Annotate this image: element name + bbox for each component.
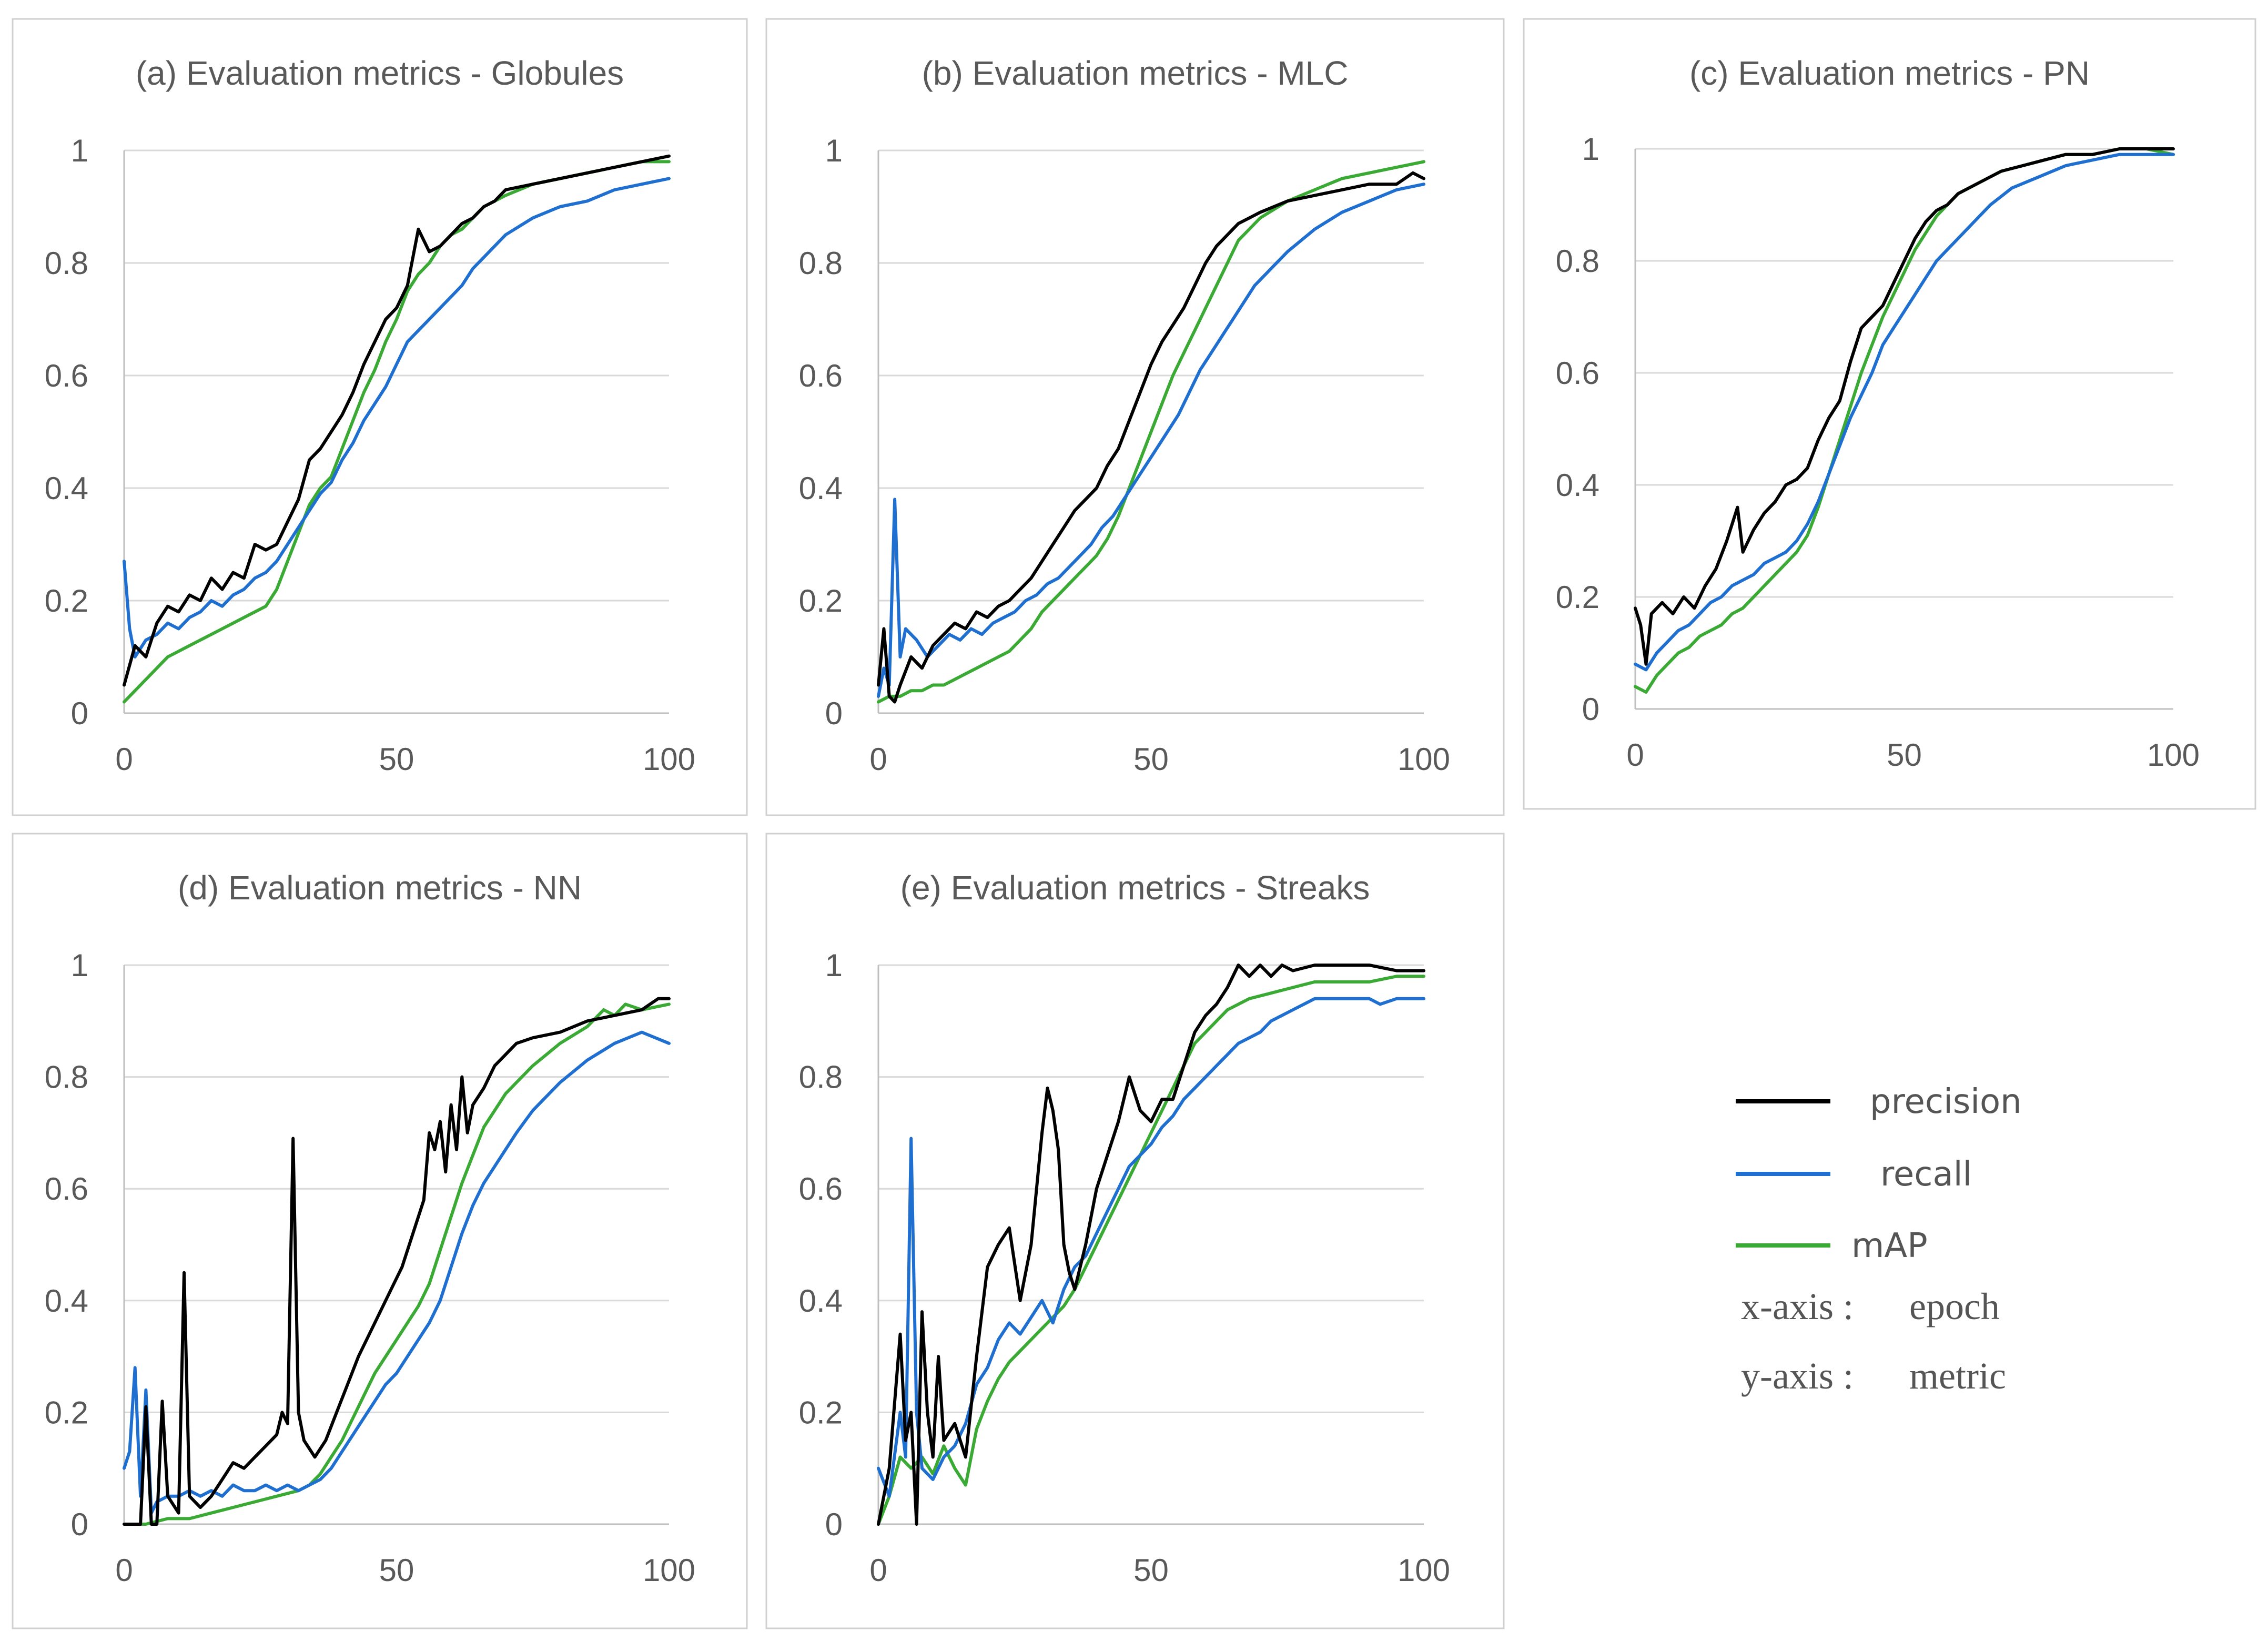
series-line-recall <box>877 997 1425 1498</box>
y-tick-label: 0 <box>71 696 88 731</box>
y-tick-label: 0 <box>71 1507 88 1542</box>
y-tick-label: 0.4 <box>799 471 843 506</box>
x-tick-label: 100 <box>643 1553 695 1588</box>
series-line-precision <box>123 997 671 1526</box>
series-line-recall <box>123 1030 671 1515</box>
y-tick-label: 0.4 <box>799 1283 843 1319</box>
legend-label-recall: recall <box>1880 1155 1972 1194</box>
x-tick-label: 0 <box>115 742 133 777</box>
x-tick-label: 0 <box>869 742 887 777</box>
series-line-map <box>877 975 1425 1526</box>
y-tick-label: 0.6 <box>45 358 88 393</box>
y-tick-label: 0.4 <box>45 1283 88 1319</box>
series-line-precision <box>123 154 671 687</box>
x-tick-label: 0 <box>1626 737 1644 773</box>
y-tick-label: 0.8 <box>799 1060 843 1095</box>
legend-y-axis-key: y-axis : <box>1741 1355 1854 1397</box>
x-tick-label: 50 <box>1133 742 1169 777</box>
chart-panel: (d) Evaluation metrics - NN 0 0.2 0.4 0.6 0.8… <box>12 833 748 1629</box>
legend-x-axis-value: epoch <box>1909 1285 2000 1327</box>
series-line-precision <box>877 171 1425 704</box>
y-tick-label: 0.8 <box>45 1060 88 1095</box>
chart-title: (c) Evaluation metrics - PN <box>1689 54 2090 92</box>
chart-frame <box>12 833 748 1629</box>
chart-frame <box>765 833 1505 1629</box>
x-tick-label: 50 <box>1133 1553 1169 1588</box>
chart-panel: (b) Evaluation metrics - MLC 0 0.2 0.4 0.6 0.… <box>765 18 1505 816</box>
y-tick-label: 1 <box>825 948 843 983</box>
legend-label-map: mAP <box>1851 1227 1928 1265</box>
y-tick-label: 0.8 <box>1556 244 1599 279</box>
chart-title: (d) Evaluation metrics - NN <box>178 869 582 907</box>
chart-panel: (a) Evaluation metrics - Globules 0 0.2 0.4… <box>12 18 748 816</box>
x-tick-label: 50 <box>379 742 414 777</box>
x-tick-label: 100 <box>2147 737 2200 773</box>
y-tick-label: 1 <box>1582 131 1599 167</box>
y-tick-label: 0.2 <box>45 1395 88 1430</box>
y-tick-label: 0.8 <box>45 246 88 281</box>
x-tick-label: 50 <box>379 1553 414 1588</box>
x-tick-label: 50 <box>1887 737 1922 773</box>
y-tick-label: 0.6 <box>1556 356 1599 391</box>
series-line-recall <box>877 183 1425 698</box>
series-line-recall <box>123 177 671 658</box>
series-line-recall <box>1634 153 2175 672</box>
y-tick-label: 0.4 <box>45 471 88 506</box>
y-tick-label: 0.6 <box>799 1171 843 1207</box>
series-line-precision <box>877 964 1425 1526</box>
y-tick-label: 1 <box>71 948 88 983</box>
y-tick-label: 0.4 <box>1556 468 1599 503</box>
y-tick-label: 0 <box>1582 692 1599 727</box>
y-tick-label: 1 <box>825 133 843 168</box>
x-tick-label: 0 <box>115 1553 133 1588</box>
legend-x-axis-key: x-axis : <box>1741 1285 1854 1327</box>
y-tick-label: 0.2 <box>799 583 843 619</box>
chart-frame <box>12 18 748 816</box>
y-tick-label: 0 <box>825 696 843 731</box>
chart-panel: (e) Evaluation metrics - Streaks 0 0.2 0.4 0… <box>765 833 1505 1629</box>
x-tick-label: 100 <box>1398 742 1450 777</box>
series-line-precision <box>1634 147 2175 666</box>
legend-y-axis-value: metric <box>1909 1355 2006 1397</box>
y-tick-label: 0.6 <box>799 358 843 393</box>
y-tick-label: 0.6 <box>45 1171 88 1207</box>
y-tick-label: 0.8 <box>799 246 843 281</box>
series-line-map <box>877 160 1425 704</box>
chart-title: (a) Evaluation metrics - Globules <box>136 54 624 92</box>
chart-title: (e) Evaluation metrics - Streaks <box>900 869 1370 907</box>
series-line-map <box>123 1002 671 1526</box>
chart-panel: (c) Evaluation metrics - PN 0 0.2 0.4 0.6 0.8… <box>1523 18 2256 810</box>
y-tick-label: 0 <box>825 1507 843 1542</box>
legend: precision recall mAP x-axis : epoch y-ax… <box>1736 1082 2022 1397</box>
y-tick-label: 1 <box>71 133 88 168</box>
chart-frame <box>1523 18 2256 810</box>
x-tick-label: 100 <box>1398 1553 1450 1588</box>
y-tick-label: 0.2 <box>1556 580 1599 615</box>
x-tick-label: 100 <box>643 742 695 777</box>
legend-label-precision: precision <box>1870 1082 2022 1121</box>
y-tick-label: 0.2 <box>45 583 88 619</box>
y-tick-label: 0.2 <box>799 1395 843 1430</box>
chart-title: (b) Evaluation metrics - MLC <box>922 54 1349 92</box>
x-tick-label: 0 <box>869 1553 887 1588</box>
charts-layer: (a) Evaluation metrics - Globules 0 0.2 0.4… <box>12 18 2256 1629</box>
